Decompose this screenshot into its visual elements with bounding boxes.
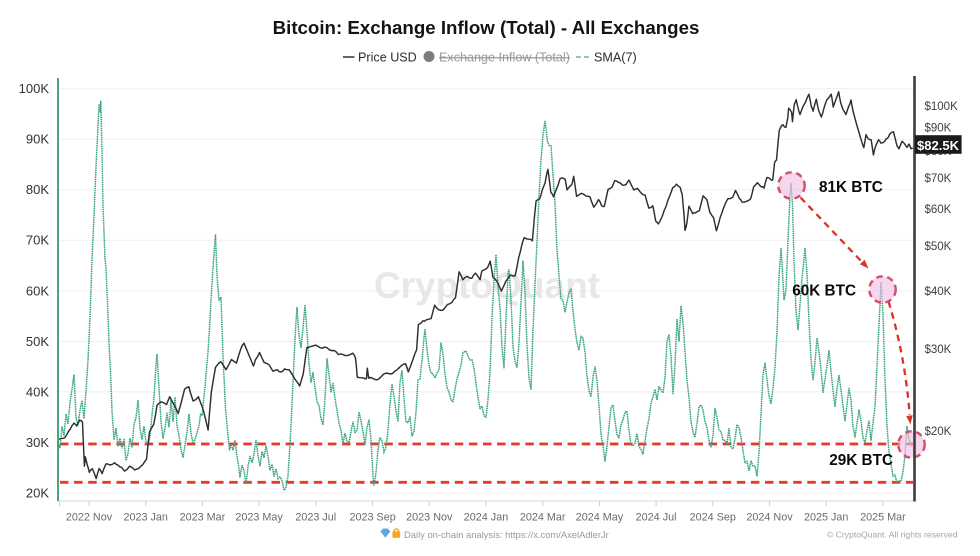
- svg-text:30K: 30K: [26, 435, 49, 450]
- svg-text:60K BTC: 60K BTC: [792, 283, 856, 300]
- svg-text:80K: 80K: [26, 182, 49, 197]
- svg-text:100K: 100K: [19, 81, 50, 96]
- svg-text:© CryptoQuant. All rights rese: © CryptoQuant. All rights reserved: [827, 529, 958, 539]
- svg-text:SMA(7): SMA(7): [594, 51, 637, 65]
- svg-text:$20K: $20K: [925, 426, 952, 438]
- svg-text:29K BTC: 29K BTC: [829, 452, 893, 469]
- svg-text:$90K: $90K: [925, 122, 952, 134]
- svg-text:60K: 60K: [26, 283, 49, 298]
- svg-text:2023 May: 2023 May: [235, 512, 283, 524]
- svg-text:2023 Mar: 2023 Mar: [180, 512, 226, 524]
- svg-text:Price USD: Price USD: [358, 51, 417, 65]
- svg-text:2024 Mar: 2024 Mar: [520, 512, 566, 524]
- svg-text:$40K: $40K: [925, 286, 952, 298]
- svg-text:$100K: $100K: [925, 101, 959, 113]
- svg-text:2024 Jul: 2024 Jul: [636, 512, 677, 524]
- svg-text:$60K: $60K: [925, 204, 952, 216]
- svg-text:2022 Nov: 2022 Nov: [66, 512, 113, 524]
- svg-text:$70K: $70K: [925, 173, 952, 185]
- svg-text:$82.5K: $82.5K: [917, 138, 960, 153]
- svg-text:70K: 70K: [26, 233, 49, 248]
- svg-text:40K: 40K: [26, 384, 49, 399]
- svg-text:50K: 50K: [26, 334, 49, 349]
- svg-text:2025 Jan: 2025 Jan: [804, 512, 848, 524]
- svg-text:2023 Nov: 2023 Nov: [406, 512, 453, 524]
- svg-text:90K: 90K: [26, 132, 49, 147]
- svg-text:2023 Jul: 2023 Jul: [295, 512, 336, 524]
- svg-text:81K BTC: 81K BTC: [819, 179, 883, 196]
- svg-text:2025 Mar: 2025 Mar: [860, 512, 906, 524]
- svg-text:2024 May: 2024 May: [576, 512, 624, 524]
- svg-text:2024 Nov: 2024 Nov: [746, 512, 793, 524]
- svg-text:2024 Sep: 2024 Sep: [690, 512, 736, 524]
- svg-text:Bitcoin: Exchange Inflow (Tota: Bitcoin: Exchange Inflow (Total) - All E…: [273, 17, 700, 38]
- svg-text:Daily on-chain analysis: https: Daily on-chain analysis: https://x.com/A…: [404, 529, 609, 540]
- svg-text:Exchange Inflow (Total): Exchange Inflow (Total): [439, 51, 570, 65]
- svg-text:CryptoQuant: CryptoQuant: [374, 265, 600, 306]
- svg-text:20K: 20K: [26, 485, 49, 500]
- svg-text:2023 Sep: 2023 Sep: [349, 512, 395, 524]
- svg-text:2023 Jan: 2023 Jan: [123, 512, 167, 524]
- svg-text:$30K: $30K: [925, 344, 952, 356]
- svg-text:2024 Jan: 2024 Jan: [464, 512, 508, 524]
- svg-text:$50K: $50K: [925, 241, 952, 253]
